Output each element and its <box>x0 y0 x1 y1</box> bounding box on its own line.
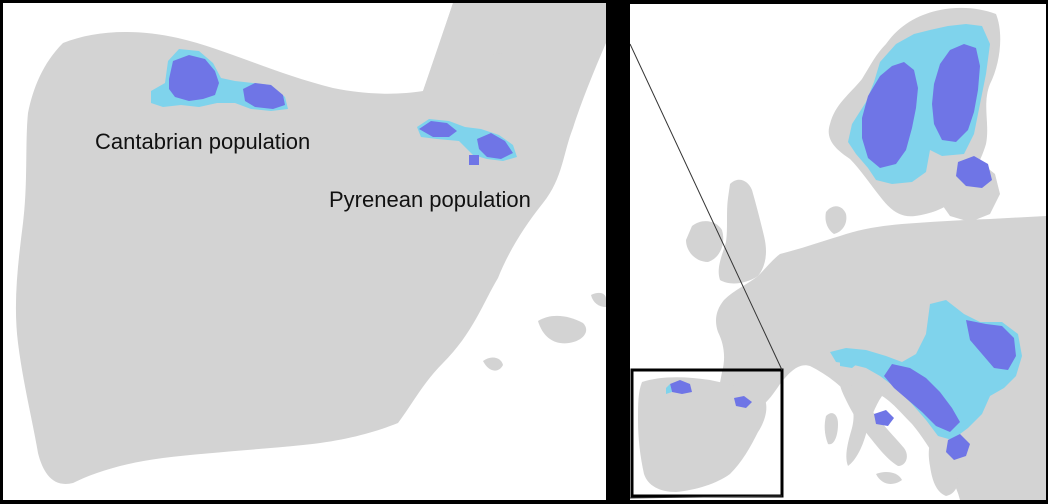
apennine-core-range <box>874 410 894 426</box>
carpathian-core-range <box>966 320 1016 370</box>
denmark-landmass <box>825 206 847 234</box>
iberia-map-svg <box>3 3 606 500</box>
pyrenean-range <box>417 119 517 165</box>
sardinia-island <box>824 413 838 445</box>
pyrenean-core-range-south <box>469 155 479 165</box>
iberia-landmass <box>15 3 606 484</box>
iberia-overview-ranges <box>666 380 752 408</box>
cantabrian-core-range <box>169 55 219 101</box>
mallorca-island <box>538 315 587 344</box>
alps-peripheral-range <box>840 350 862 368</box>
cantabrian-population-label: Cantabrian population <box>95 129 311 154</box>
sicily-island <box>876 472 902 484</box>
iberia-inset-frame <box>630 368 784 498</box>
carpathian-balkan-range <box>830 300 1022 460</box>
inset-leader-line-bottom <box>630 495 783 499</box>
france-landmass <box>423 3 606 91</box>
italy-landmass <box>839 376 907 466</box>
cantabrian-core-range-east <box>243 83 285 109</box>
europe-map-svg <box>630 4 1046 500</box>
scandinavian-range <box>848 24 992 188</box>
greece-landmass <box>928 434 958 496</box>
overview-cantabrian-peripheral <box>666 384 672 394</box>
iberia-overview-landmass <box>638 377 767 492</box>
pyrenean-core-range-west <box>419 121 457 137</box>
iberia-detail-map: Cantabrian population Pyrenean populatio… <box>3 3 606 500</box>
balkan-core-range <box>884 364 960 432</box>
overview-cantabrian-range <box>670 380 692 394</box>
menorca-island <box>591 292 606 307</box>
scandinavia-core-range-finland <box>932 44 980 142</box>
ibiza-island <box>483 357 503 371</box>
inset-leader-line-top <box>630 43 783 371</box>
ireland-landmass <box>686 221 724 262</box>
balkan-south-core-range <box>946 434 970 460</box>
europe-overview-map <box>630 4 1046 500</box>
great-britain-landmass <box>718 179 766 284</box>
pyrenean-core-range-east <box>477 133 513 159</box>
cantabrian-range <box>151 49 288 111</box>
russia-core-range <box>956 156 992 188</box>
scandinavia-core-range-sweden <box>862 62 918 168</box>
pyrenean-population-label: Pyrenean population <box>329 187 531 212</box>
overview-pyrenean-range <box>734 396 752 408</box>
